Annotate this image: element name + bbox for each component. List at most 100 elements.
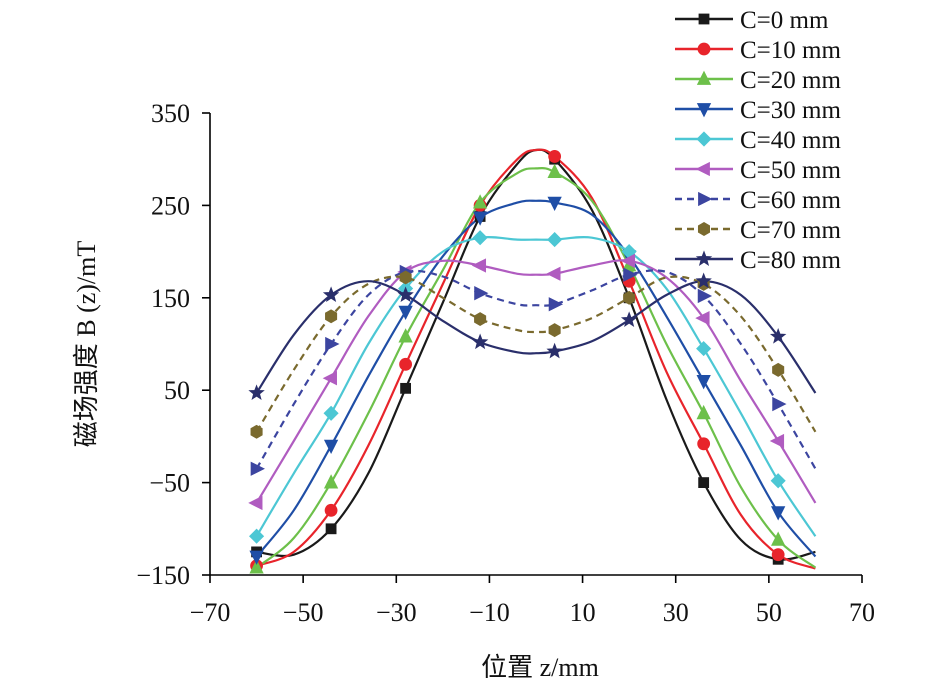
series-marker-5 <box>322 371 337 386</box>
x-tick-label: 30 <box>663 598 689 627</box>
series-marker-7 <box>548 323 561 338</box>
legend-entry-label: C=40 mm <box>740 127 841 154</box>
legend-entry-label: C=30 mm <box>740 97 841 124</box>
x-tick-label: −50 <box>283 598 324 627</box>
plot-markers <box>248 150 787 574</box>
series-marker-8 <box>471 333 489 350</box>
series-marker-8 <box>248 384 265 400</box>
series-marker-4 <box>249 528 265 544</box>
series-marker-1 <box>697 437 711 451</box>
series-marker-4 <box>770 473 786 489</box>
series-marker-2 <box>398 328 413 343</box>
legend-swatch-marker <box>698 13 710 25</box>
x-tick-label: −30 <box>376 598 417 627</box>
series-marker-8 <box>397 286 414 303</box>
series-marker-4 <box>696 341 712 357</box>
series-line-4 <box>255 236 817 537</box>
series-line-2 <box>255 167 817 569</box>
series-marker-3 <box>398 305 413 321</box>
legend-entry-label: C=20 mm <box>740 67 841 94</box>
series-marker-2 <box>547 163 562 179</box>
series-marker-1 <box>324 503 338 517</box>
series-marker-2 <box>771 531 786 546</box>
x-tick-label: 10 <box>570 598 596 627</box>
legend-swatch-marker <box>696 70 712 85</box>
legend-entry-label: C=70 mm <box>740 217 841 244</box>
series-marker-6 <box>772 396 787 412</box>
series-marker-7 <box>772 362 785 377</box>
series-marker-6 <box>623 267 638 282</box>
x-axis-title: 位置 z/mm <box>481 653 599 682</box>
series-marker-2 <box>472 194 488 209</box>
series-marker-8 <box>546 342 563 359</box>
series-marker-5 <box>695 310 710 326</box>
series-marker-7 <box>325 309 338 324</box>
series-line-6 <box>255 269 817 470</box>
series-marker-3 <box>696 375 711 390</box>
series-marker-8 <box>769 327 787 344</box>
series-marker-6 <box>697 288 713 304</box>
series-marker-6 <box>250 461 265 476</box>
legend-entry-label: C=0 mm <box>740 7 829 34</box>
series-marker-7 <box>399 270 412 285</box>
legend-swatch-marker <box>697 42 711 56</box>
legend-swatch-marker <box>698 191 713 207</box>
series-marker-3 <box>323 439 339 455</box>
series-marker-7 <box>250 424 263 439</box>
y-tick-label: −50 <box>149 469 190 498</box>
series-marker-5 <box>769 433 785 449</box>
series-marker-0 <box>698 477 710 489</box>
y-tick-label: 350 <box>151 99 190 128</box>
series-marker-6 <box>548 297 564 312</box>
x-tick-label: −70 <box>190 598 231 627</box>
series-marker-1 <box>399 357 413 371</box>
series-marker-5 <box>471 258 487 273</box>
series-marker-4 <box>472 230 488 246</box>
y-tick-label: 250 <box>151 191 190 220</box>
series-line-5 <box>255 259 817 504</box>
series-marker-2 <box>696 404 711 420</box>
legend-entry-label: C=60 mm <box>740 187 841 214</box>
x-tick-label: −10 <box>469 598 510 627</box>
series-marker-8 <box>695 272 712 289</box>
series-line-1 <box>256 148 816 570</box>
series-marker-0 <box>400 382 412 394</box>
series-marker-2 <box>249 559 264 574</box>
legend-swatch-marker <box>695 161 710 177</box>
series-marker-4 <box>323 405 339 421</box>
series-marker-1 <box>548 150 562 163</box>
y-tick-label: 50 <box>164 376 190 405</box>
legend-entry-label: C=80 mm <box>740 247 841 274</box>
legend-swatch-marker <box>697 222 711 236</box>
plot-lines <box>255 148 817 570</box>
legend-swatch-marker <box>696 103 712 118</box>
series-marker-8 <box>322 286 340 303</box>
series-marker-5 <box>546 266 561 281</box>
tick-labels: −70 −50 −30 −10 10 30 50 70 −150 −50 50 150 250 350 <box>136 99 875 627</box>
series-marker-5 <box>248 495 263 511</box>
series-marker-0 <box>325 523 337 535</box>
legend-swatch-marker <box>696 131 712 147</box>
series-marker-3 <box>249 550 264 565</box>
series-marker-2 <box>323 474 339 489</box>
series-marker-3 <box>547 196 562 212</box>
legend-entry-label: C=50 mm <box>740 157 841 184</box>
series-marker-7 <box>474 312 487 327</box>
series-marker-6 <box>474 286 489 301</box>
series-marker-3 <box>771 506 786 521</box>
y-axis-title: 磁场强度 B (z)/mT <box>72 241 101 448</box>
series-line-3 <box>255 199 817 558</box>
series-marker-8 <box>620 311 638 327</box>
x-tick-label: 70 <box>849 598 875 627</box>
series-marker-5 <box>620 253 636 268</box>
series-marker-1 <box>771 548 785 562</box>
series-marker-3 <box>472 211 488 226</box>
x-tick-label: 50 <box>756 598 782 627</box>
series-marker-6 <box>325 336 340 352</box>
series-line-8 <box>255 280 817 394</box>
legend-swatch-marker <box>695 250 713 266</box>
series-marker-4 <box>547 232 563 248</box>
axes <box>202 112 863 583</box>
series-marker-7 <box>623 290 636 305</box>
